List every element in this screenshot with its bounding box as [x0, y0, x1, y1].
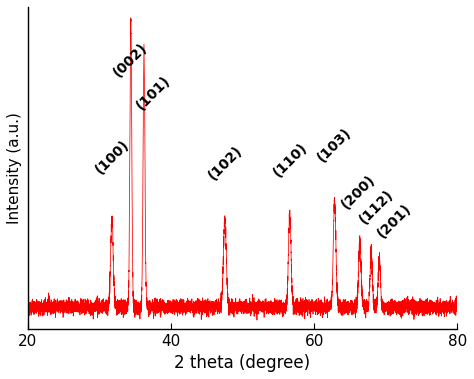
Text: (101): (101) [134, 73, 173, 112]
Text: (002): (002) [111, 41, 150, 80]
Text: (110): (110) [271, 140, 310, 180]
Text: (103): (103) [315, 125, 355, 165]
Text: (100): (100) [93, 137, 132, 177]
Text: (201): (201) [374, 201, 414, 241]
Y-axis label: Intensity (a.u.): Intensity (a.u.) [7, 112, 22, 224]
Text: (102): (102) [206, 143, 246, 182]
Text: (200): (200) [338, 172, 378, 211]
Text: (112): (112) [356, 187, 396, 226]
X-axis label: 2 theta (degree): 2 theta (degree) [174, 354, 310, 372]
